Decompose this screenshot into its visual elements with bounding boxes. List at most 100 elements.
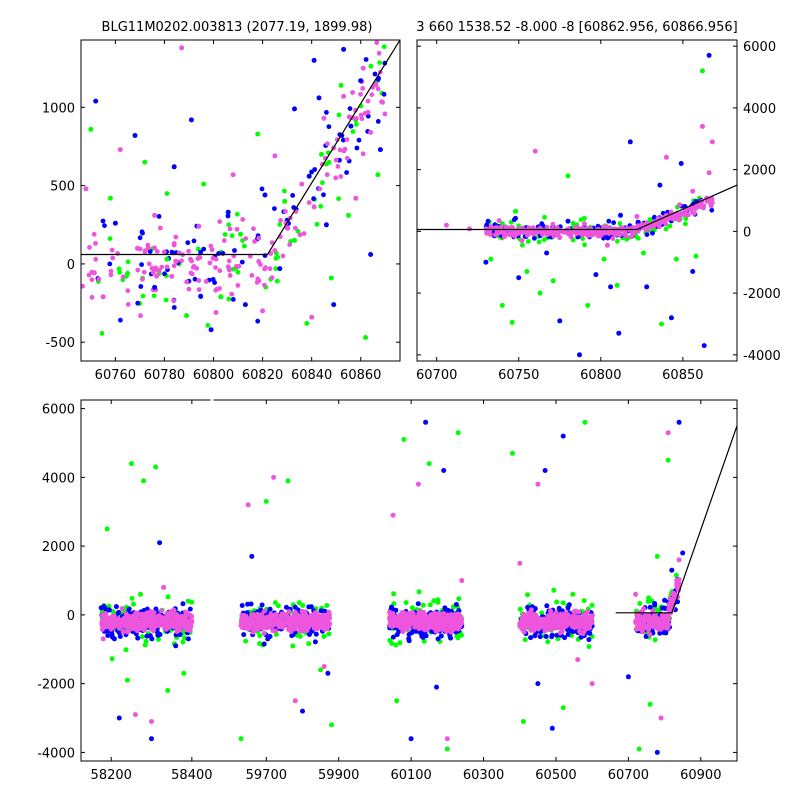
data-point — [662, 597, 668, 603]
data-point — [128, 461, 134, 467]
data-point — [676, 557, 682, 563]
data-point — [637, 601, 643, 606]
data-point — [208, 327, 214, 333]
top-left-ticks: 60760 60780 60800 60820 60840 60860 -500 0 500 10… — [42, 40, 400, 383]
bottom-panel: 58200 58400 59700 59900 60100 60300 60500 60700… — [37, 398, 738, 783]
data-point — [272, 153, 278, 159]
data-point — [397, 640, 403, 646]
data-point — [242, 243, 247, 249]
data-point — [585, 302, 591, 308]
data-point — [492, 232, 498, 238]
y-tick-label: 6000 — [743, 40, 776, 55]
data-point — [659, 605, 665, 611]
data-point — [709, 200, 715, 206]
data-point — [420, 634, 426, 640]
data-point — [179, 45, 185, 51]
data-point — [336, 196, 341, 202]
data-point — [306, 641, 312, 647]
data-point — [156, 636, 161, 642]
data-point — [551, 587, 557, 593]
data-point — [448, 635, 454, 641]
data-point — [322, 608, 328, 614]
data-point — [325, 670, 331, 676]
data-point — [142, 620, 148, 626]
data-point — [207, 260, 213, 266]
data-point — [328, 275, 334, 281]
x-tick-label: 60860 — [340, 368, 381, 383]
data-point — [318, 608, 324, 614]
data-point — [188, 256, 193, 262]
data-point — [375, 119, 381, 124]
data-point — [534, 625, 540, 631]
data-point — [284, 604, 289, 610]
data-point — [184, 279, 190, 285]
data-point — [559, 629, 565, 634]
top-right-ticks: 60700 60750 60800 60850 -4000 -2000 0 2000 4000 6… — [416, 40, 781, 383]
data-point — [566, 602, 572, 608]
data-point — [258, 262, 263, 267]
data-point — [535, 681, 541, 687]
data-point — [241, 612, 246, 618]
data-point — [668, 315, 674, 321]
data-point — [159, 264, 165, 270]
data-point — [524, 269, 530, 274]
data-point — [110, 255, 116, 261]
data-point — [116, 715, 122, 721]
data-point — [513, 208, 518, 214]
data-point — [125, 259, 131, 265]
data-point — [650, 222, 656, 228]
data-point — [259, 612, 265, 618]
data-point — [120, 274, 126, 280]
data-point — [528, 613, 534, 619]
data-point — [158, 614, 164, 620]
data-point — [259, 186, 265, 192]
data-point — [241, 632, 247, 638]
data-point — [435, 599, 441, 605]
data-point — [326, 631, 332, 637]
data-point — [519, 242, 525, 248]
data-point — [282, 198, 288, 204]
data-point — [525, 592, 530, 598]
data-point — [391, 601, 397, 607]
data-point — [255, 131, 261, 137]
data-point — [420, 609, 426, 615]
data-point — [690, 269, 696, 274]
data-point — [150, 270, 156, 276]
data-point — [690, 210, 695, 216]
data-point — [201, 246, 207, 252]
data-point — [346, 212, 351, 218]
data-point — [513, 215, 518, 221]
data-point — [654, 620, 660, 626]
data-point — [393, 642, 399, 648]
data-point — [449, 617, 455, 623]
data-point — [161, 249, 167, 255]
data-point — [198, 249, 204, 255]
data-point — [700, 123, 705, 129]
data-point — [226, 222, 232, 228]
data-point — [598, 233, 604, 239]
top-left-points — [81, 40, 388, 340]
data-point — [109, 247, 115, 253]
data-point — [365, 113, 371, 119]
data-point — [401, 624, 407, 630]
data-point — [484, 222, 490, 228]
data-point — [673, 256, 679, 262]
data-point — [570, 591, 576, 597]
data-point — [390, 512, 396, 518]
data-point — [135, 300, 141, 306]
data-point — [365, 98, 371, 104]
data-point — [92, 270, 97, 275]
data-point — [456, 596, 462, 602]
data-point — [261, 630, 267, 636]
data-point — [326, 620, 331, 626]
data-point — [634, 214, 640, 219]
data-point — [125, 625, 131, 631]
data-point — [660, 219, 666, 225]
x-tick-label: 60780 — [144, 368, 185, 383]
data-point — [557, 235, 563, 240]
x-tick-label: 60840 — [291, 368, 332, 383]
data-point — [562, 623, 568, 629]
data-point — [677, 202, 683, 208]
data-point — [570, 629, 576, 635]
data-point — [350, 129, 356, 134]
